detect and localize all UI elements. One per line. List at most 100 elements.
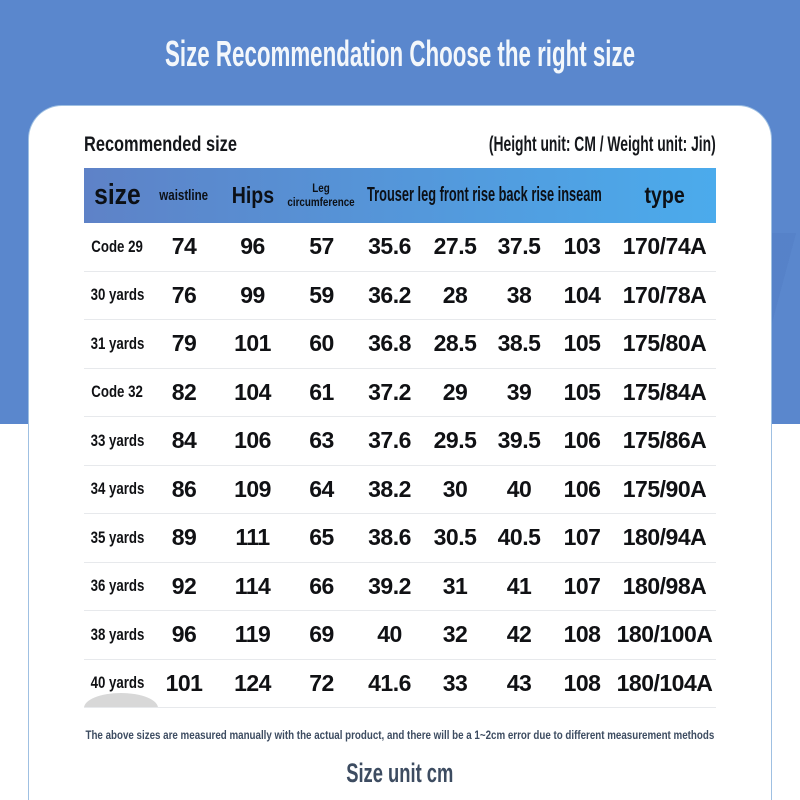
size-card: Recommended size (Height unit: CM / Weig… xyxy=(28,105,772,800)
table-cell: 175/86A xyxy=(622,427,707,454)
table-cell: 106 xyxy=(563,475,601,502)
header-hips: Hips xyxy=(231,182,274,208)
row-size-label: 40 yards xyxy=(90,673,144,693)
table-cell: 105 xyxy=(563,378,601,405)
table-cell: 38.5 xyxy=(497,330,541,357)
table-cell: 42 xyxy=(506,621,532,648)
table-cell: 103 xyxy=(563,233,601,260)
table-cell: 29 xyxy=(442,378,468,405)
row-size-label: 38 yards xyxy=(90,624,144,644)
table-body: Code 29 74 96 57 35.6 27.5 37.5 103 170/74A 30 ya… xyxy=(84,223,716,708)
table-cell: 30 xyxy=(442,475,468,502)
table-cell: 170/74A xyxy=(622,233,707,260)
table-cell: 27.5 xyxy=(433,233,477,260)
table-row: 31 yards 79 101 60 36.8 28.5 38.5 105 175/80A xyxy=(84,320,716,369)
table-row: Code 29 74 96 57 35.6 27.5 37.5 103 170/74A xyxy=(84,223,716,272)
table-row: 40 yards 101 124 72 41.6 33 43 108 180/104A xyxy=(84,660,716,708)
table-cell: 82 xyxy=(171,378,197,405)
table-cell: 104 xyxy=(563,281,601,308)
header-leg-circumference: Leg circumference xyxy=(287,180,356,209)
table-cell: 86 xyxy=(171,475,197,502)
table-row: 36 yards 92 114 66 39.2 31 41 107 180/98A xyxy=(84,563,716,611)
table-cell: 35.6 xyxy=(368,233,411,260)
table-cell: 60 xyxy=(309,330,334,357)
table-row: 38 yards 96 119 69 40 32 42 108 180/100A xyxy=(84,611,716,660)
row-size-label: 35 yards xyxy=(90,527,144,547)
size-table: size waistline Hips Leg circumference Tr… xyxy=(84,168,716,708)
table-cell: 104 xyxy=(234,378,271,405)
page-title-text: Size Recommendation Choose the right siz… xyxy=(164,33,636,74)
table-cell: 37.2 xyxy=(368,378,411,405)
page-title: Size Recommendation Choose the right siz… xyxy=(0,33,800,75)
table-cell: 33 xyxy=(442,669,468,696)
table-cell: 107 xyxy=(563,572,601,599)
row-size-label: 30 yards xyxy=(90,285,144,305)
size-unit-label: Size unit cm xyxy=(346,758,454,788)
table-cell: 39 xyxy=(506,378,532,405)
table-cell: 66 xyxy=(309,572,334,599)
table-cell: 111 xyxy=(235,524,270,551)
table-cell: 41.6 xyxy=(368,669,411,696)
table-cell: 74 xyxy=(171,233,197,260)
table-row: 30 yards 76 99 59 36.2 28 38 104 170/78A xyxy=(84,272,716,320)
table-cell: 99 xyxy=(240,281,265,308)
table-cell: 63 xyxy=(309,427,334,454)
table-cell: 40 xyxy=(506,475,532,502)
table-cell: 38 xyxy=(506,281,532,308)
table-cell: 39.5 xyxy=(497,427,541,454)
table-cell: 175/90A xyxy=(622,475,707,502)
header-measurements-group: Trouser leg front rise back rise inseam xyxy=(367,184,602,206)
table-cell: 96 xyxy=(240,233,265,260)
decorative-hill-shape xyxy=(84,693,158,708)
table-cell: 124 xyxy=(234,669,271,696)
row-size-label: Code 32 xyxy=(91,382,143,402)
table-cell: 175/80A xyxy=(622,330,707,357)
table-cell: 38.2 xyxy=(368,475,411,502)
row-size-label: 31 yards xyxy=(90,333,144,353)
table-cell: 106 xyxy=(563,427,601,454)
header-size: size xyxy=(93,179,141,211)
table-cell: 89 xyxy=(171,524,197,551)
header-waistline: waistline xyxy=(159,187,209,204)
table-row: 35 yards 89 111 65 38.6 30.5 40.5 107 180/94A xyxy=(84,514,716,563)
table-cell: 28 xyxy=(442,281,468,308)
units-note: (Height unit: CM / Weight unit: Jin) xyxy=(489,133,716,156)
table-cell: 108 xyxy=(563,621,601,648)
table-cell: 119 xyxy=(234,621,271,648)
table-cell: 36.8 xyxy=(368,330,411,357)
table-cell: 39.2 xyxy=(368,572,411,599)
table-row: 34 yards 86 109 64 38.2 30 40 106 175/90A xyxy=(84,466,716,514)
row-size-label: 34 yards xyxy=(90,479,144,499)
table-cell: 37.5 xyxy=(497,233,541,260)
table-cell: 76 xyxy=(171,281,197,308)
table-cell: 180/104A xyxy=(616,669,713,696)
table-cell: 101 xyxy=(234,330,271,357)
table-cell: 105 xyxy=(563,330,601,357)
table-cell: 32 xyxy=(442,621,468,648)
header-type: type xyxy=(644,182,685,208)
card-header: Recommended size (Height unit: CM / Weig… xyxy=(84,132,716,158)
table-cell: 38.6 xyxy=(368,524,411,551)
row-size-label: Code 29 xyxy=(91,236,143,256)
table-cell: 57 xyxy=(309,233,334,260)
table-cell: 92 xyxy=(171,572,197,599)
table-row: Code 32 82 104 61 37.2 29 39 105 175/84A xyxy=(84,369,716,417)
table-cell: 37.6 xyxy=(368,427,411,454)
table-cell: 175/84A xyxy=(622,378,707,405)
table-cell: 79 xyxy=(171,330,197,357)
table-cell: 59 xyxy=(309,281,334,308)
table-cell: 180/98A xyxy=(622,572,707,599)
table-cell: 64 xyxy=(309,475,334,502)
table-cell: 31 xyxy=(442,572,468,599)
table-cell: 36.2 xyxy=(368,281,411,308)
table-cell: 28.5 xyxy=(433,330,477,357)
table-cell: 114 xyxy=(234,572,271,599)
table-cell: 108 xyxy=(563,669,601,696)
table-cell: 65 xyxy=(309,524,334,551)
table-cell: 43 xyxy=(506,669,532,696)
table-cell: 109 xyxy=(234,475,271,502)
table-cell: 107 xyxy=(563,524,601,551)
table-cell: 170/78A xyxy=(622,281,707,308)
measurement-disclaimer: The above sizes are measured manually wi… xyxy=(85,730,715,742)
table-cell: 96 xyxy=(171,621,197,648)
